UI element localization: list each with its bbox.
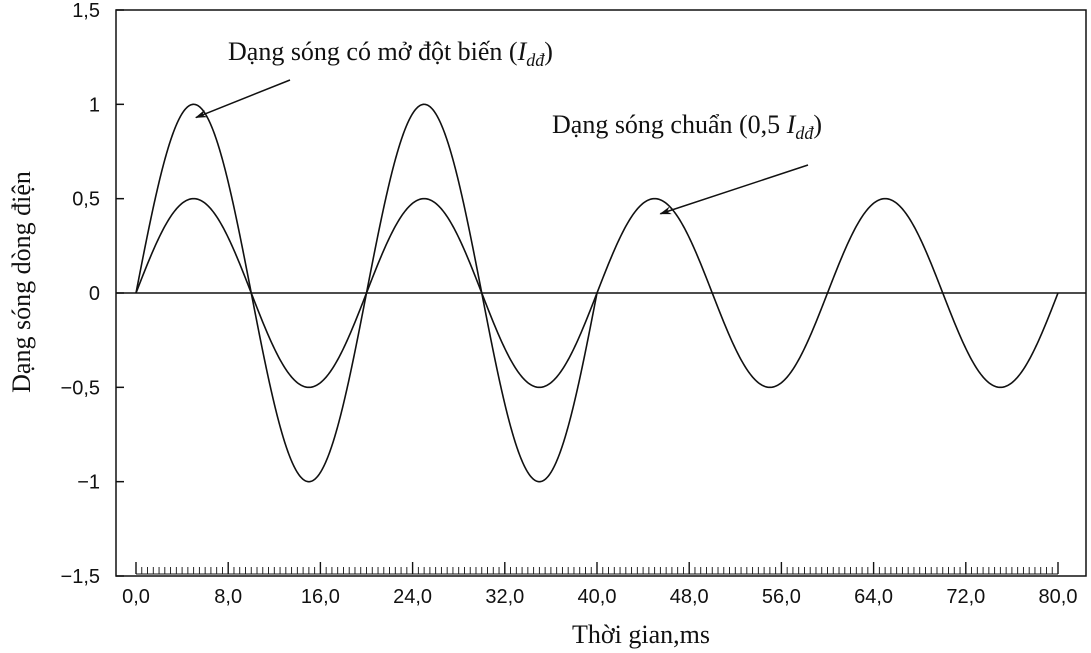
y-tick-label: 0,5 [72, 189, 100, 211]
annotation-close: ) [813, 110, 822, 139]
x-tick-label: 72,0 [946, 586, 985, 608]
x-tick-label: 32,0 [485, 586, 524, 608]
x-tick-label: 0,0 [122, 586, 150, 608]
x-tick-label: 48,0 [670, 586, 709, 608]
annotation-close: ) [544, 37, 553, 66]
y-tick-label: −1,5 [61, 566, 100, 588]
series-line-2 [135, 197, 1059, 389]
annotation-arrow-2 [659, 164, 809, 215]
annotation-arrow-1 [195, 79, 291, 119]
annotation-layer: Dạng sóng có mở đột biến (Idđ)Dạng sóng … [195, 37, 822, 215]
annotation-symbol: I [786, 110, 797, 139]
y-tick-label: −0,5 [61, 377, 100, 399]
annotation-text: Dạng sóng chuẩn (0,5 [552, 110, 787, 139]
x-tick-label: 80,0 [1039, 586, 1078, 608]
x-tick-label: 56,0 [762, 586, 801, 608]
y-tick-label: 0 [89, 283, 100, 305]
y-tick-label: −1 [77, 472, 100, 494]
y-tick-label: 1,5 [72, 0, 100, 22]
annotation-text: Dạng sóng có mở đột biến ( [228, 37, 518, 66]
y-axis-title: Dạng sóng dòng điện [7, 171, 36, 393]
x-tick-label: 64,0 [854, 586, 893, 608]
series-layer [135, 103, 1059, 483]
x-axis-title: Thời gian,ms [572, 620, 710, 649]
annotation-subscript: dđ [795, 123, 814, 143]
annotation-subscript: dđ [526, 50, 545, 70]
annotation-symbol: I [517, 37, 528, 66]
y-axis-ticks: −1,5 −1 −0,5 0 0,5 1 1,5 [61, 0, 124, 588]
x-tick-label: 16,0 [301, 586, 340, 608]
annotation-label-2: Dạng sóng chuẩn (0,5 Idđ) [552, 110, 822, 143]
x-axis-ticks: 0,0 8,0 16,0 24,0 32,0 40,0 48,0 56,0 64,0 72,0 80… [122, 562, 1077, 608]
annotation-label-1: Dạng sóng có mở đột biến (Idđ) [228, 37, 553, 70]
x-tick-label: 24,0 [393, 586, 432, 608]
x-tick-label: 8,0 [214, 586, 242, 608]
x-tick-label: 40,0 [578, 586, 617, 608]
y-tick-label: 1 [89, 94, 100, 116]
